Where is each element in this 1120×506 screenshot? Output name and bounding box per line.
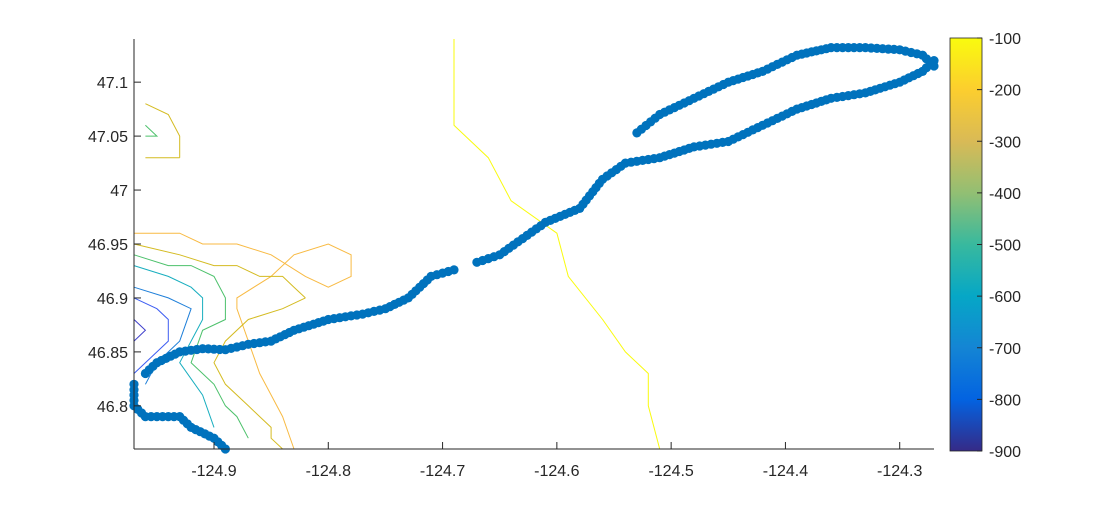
y-tick-label: 46.8 [97, 399, 128, 416]
contour-line-700-11 [133, 297, 169, 374]
track-point-241 [929, 61, 939, 71]
colorbar-tick-label: -500 [989, 238, 1021, 255]
colorbar-tick-label: -900 [989, 444, 1021, 461]
y-tick-label: 46.9 [97, 291, 128, 308]
contour-line-800-12 [133, 319, 147, 342]
x-tick-label: -124.6 [534, 463, 579, 480]
colorbar-tick-label: -100 [989, 31, 1021, 48]
y-tick-label: 46.95 [88, 237, 128, 254]
contour-line-300-5 [133, 243, 306, 299]
x-tick-label: -124.7 [420, 463, 465, 480]
contour-line-400-7 [145, 124, 159, 137]
y-tick-label: 47.1 [97, 75, 128, 92]
colorbar-tick-label: -600 [989, 289, 1021, 306]
x-tick-label: -124.4 [763, 463, 808, 480]
colorbar-tick-label: -700 [989, 341, 1021, 358]
colorbar-tick-label: -200 [989, 83, 1021, 100]
y-tick-label: 47 [110, 183, 128, 200]
colorbar-tick-label: -800 [989, 392, 1021, 409]
y-tick-label: 47.05 [88, 129, 128, 146]
contour-line-300-6 [213, 297, 306, 450]
y-tick-label: 46.85 [88, 345, 128, 362]
x-axis-ticks: -124.9 -124.8 -124.7 -124.6 -124.5 -124.4 -124… [191, 442, 922, 480]
contour-line-100-0 [453, 39, 661, 450]
track-points [129, 43, 939, 454]
x-tick-label: -124.5 [648, 463, 693, 480]
colorbar-tick-label: -400 [989, 186, 1021, 203]
contour-line-200-2 [134, 232, 352, 288]
colorbar-ticks: -100 -200 -300 -400 -500 -600 -700 -800 -900 [977, 31, 1021, 461]
x-tick-label: -124.8 [306, 463, 351, 480]
contour-line-300-3 [145, 103, 181, 158]
colorbar-tick-label: -300 [989, 134, 1021, 151]
x-tick-label: -124.9 [191, 463, 236, 480]
y-axis-ticks: 46.8 46.85 46.9 46.95 47 47.05 47.1 [88, 75, 141, 416]
track-point-86 [449, 265, 459, 275]
contour-line-500-9 [133, 265, 215, 428]
x-tick-label: -124.3 [877, 463, 922, 480]
colorbar [949, 37, 983, 452]
contour-line-400-8 [133, 254, 249, 439]
